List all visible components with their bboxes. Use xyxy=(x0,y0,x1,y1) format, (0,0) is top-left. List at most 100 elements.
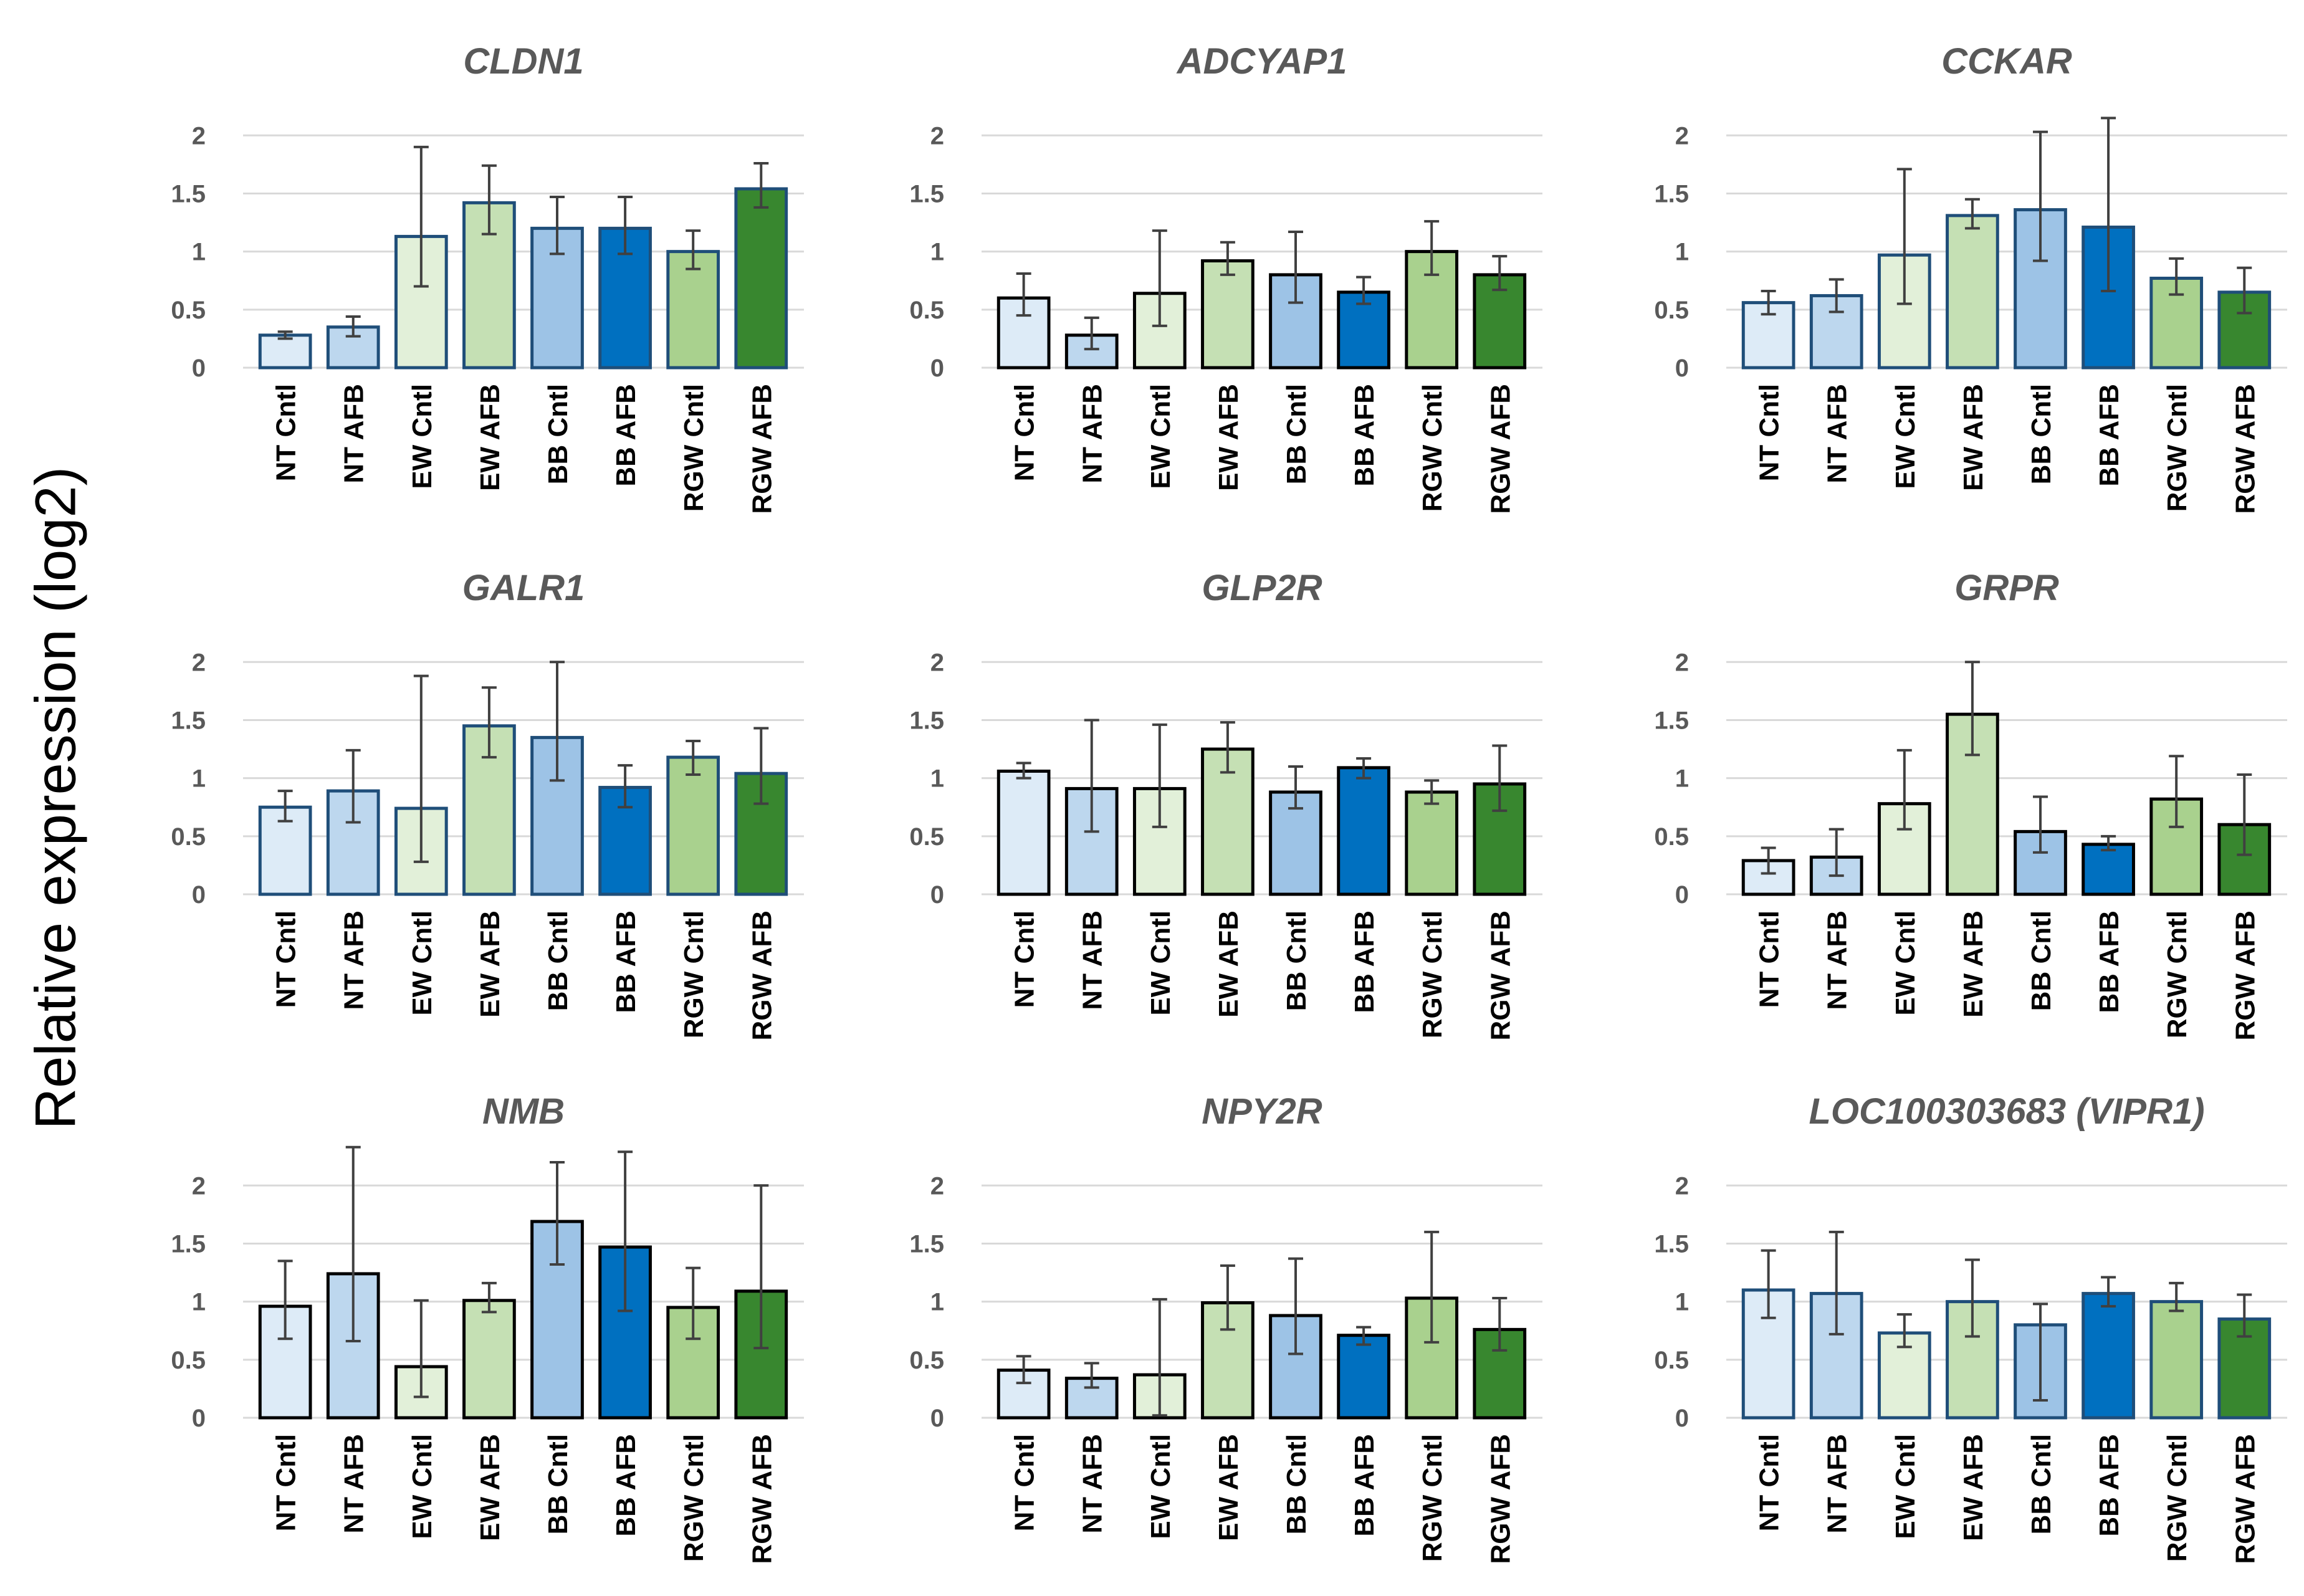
y-tick-label: 2 xyxy=(192,122,206,150)
x-tick-label: NT Cntl xyxy=(1754,910,1785,1008)
x-tick-label: BB Cntl xyxy=(2026,384,2057,484)
x-tick-label: NT Cntl xyxy=(1010,1434,1040,1531)
x-tick-label: RGW Cntl xyxy=(2162,384,2192,512)
x-tick-label: NT AFB xyxy=(1822,1434,1853,1534)
x-tick-label: EW AFB xyxy=(475,384,505,491)
x-tick-label: RGW AFB xyxy=(1485,1434,1516,1564)
y-tick-label: 2 xyxy=(930,649,944,676)
y-tick-label: 0.5 xyxy=(171,1347,206,1374)
y-tick-label: 1.5 xyxy=(909,1230,944,1258)
x-tick-label: RGW AFB xyxy=(2230,384,2260,514)
x-tick-label: EW Cntl xyxy=(1890,384,1921,489)
bar-rgw-cntl xyxy=(1405,790,1459,896)
x-tick-label: BB Cntl xyxy=(1281,910,1312,1011)
y-tick-label: 0 xyxy=(930,1405,944,1432)
y-tick-label: 0 xyxy=(192,355,206,382)
chart-title: CCKAR xyxy=(1941,41,2072,82)
x-tick-label: EW AFB xyxy=(475,1434,505,1541)
chart-cldn1: CLDN1 0 0.5 1 1.5 2 NT Cntl NT AFB EW Cntl EW AFB… xyxy=(171,41,804,514)
x-tick-label: EW Cntl xyxy=(407,910,437,1016)
y-tick-label: 1.5 xyxy=(1654,180,1689,208)
chart-title: GALR1 xyxy=(462,568,585,608)
chart-npy2r: NPY2R 0 0.5 1 1.5 2 NT Cntl NT AFB EW Cntl EW AFB… xyxy=(909,1091,1542,1564)
x-tick-label: BB Cntl xyxy=(543,910,573,1011)
x-tick-label: RGW AFB xyxy=(1485,910,1516,1041)
chart-grpr: GRPR 0 0.5 1 1.5 2 NT Cntl NT AFB EW Cntl EW AFB B… xyxy=(1654,568,2287,1041)
chart-galr1: GALR1 0 0.5 1 1.5 2 NT Cntl NT AFB EW Cntl EW AFB… xyxy=(171,568,804,1041)
y-tick-label: 1 xyxy=(930,1289,944,1316)
x-tick-label: NT Cntl xyxy=(1010,910,1040,1008)
x-tick-label: EW AFB xyxy=(1958,1434,1989,1541)
bar-rgw-cntl xyxy=(666,250,720,370)
y-tick-label: 1 xyxy=(192,1289,206,1316)
x-tick-label: NT AFB xyxy=(339,384,370,484)
bar-rgw-cntl xyxy=(666,755,720,896)
y-tick-label: 1 xyxy=(192,765,206,793)
x-tick-label: BB AFB xyxy=(2094,910,2125,1013)
chart-title: NMB xyxy=(482,1091,565,1132)
x-tick-label: BB AFB xyxy=(2094,384,2125,487)
y-tick-label: 1.5 xyxy=(1654,1230,1689,1258)
y-tick-label: 1 xyxy=(930,765,944,793)
x-tick-label: EW Cntl xyxy=(1145,384,1176,489)
y-tick-label: 0 xyxy=(1675,1405,1689,1432)
y-tick-label: 0.5 xyxy=(171,823,206,851)
x-tick-label: BB Cntl xyxy=(2026,1434,2057,1534)
x-tick-label: RGW Cntl xyxy=(679,1434,709,1562)
x-tick-label: EW Cntl xyxy=(1145,910,1176,1016)
x-tick-label: NT AFB xyxy=(339,910,370,1010)
chart-title: ADCYAP1 xyxy=(1176,41,1347,82)
chart-title: GLP2R xyxy=(1202,568,1322,608)
x-tick-label: EW AFB xyxy=(1958,384,1989,491)
bar-bb-cntl xyxy=(2014,208,2067,370)
y-tick-label: 1 xyxy=(1675,1289,1689,1316)
bar-bb-afb xyxy=(598,1245,652,1420)
bar-ew-afb xyxy=(1946,214,1999,370)
x-tick-label: BB Cntl xyxy=(543,1434,573,1534)
x-tick-label: EW AFB xyxy=(1213,910,1244,1018)
y-tick-label: 0 xyxy=(930,881,944,909)
y-tick-label: 0 xyxy=(1675,355,1689,382)
y-tick-label: 0.5 xyxy=(909,823,944,851)
x-tick-label: RGW AFB xyxy=(747,1434,777,1564)
x-tick-label: BB AFB xyxy=(2094,1434,2125,1537)
x-tick-label: EW Cntl xyxy=(1890,1434,1921,1539)
x-tick-label: RGW Cntl xyxy=(679,384,709,512)
x-tick-label: EW Cntl xyxy=(1890,910,1921,1016)
x-tick-label: NT AFB xyxy=(1822,910,1853,1010)
y-tick-label: 2 xyxy=(192,1172,206,1200)
y-tick-label: 0.5 xyxy=(171,297,206,324)
y-tick-label: 1 xyxy=(930,239,944,266)
y-tick-label: 0.5 xyxy=(1654,297,1689,324)
y-tick-label: 2 xyxy=(930,1172,944,1200)
chart-nmb: NMB 0 0.5 1 1.5 2 NT Cntl NT AFB EW Cntl EW AFB BB… xyxy=(171,1091,804,1564)
bar-ew-cntl xyxy=(1132,292,1187,370)
bar-ew-afb xyxy=(1201,259,1255,370)
x-tick-label: RGW Cntl xyxy=(2162,1434,2192,1562)
x-tick-label: RGW AFB xyxy=(2230,910,2260,1041)
bar-ew-afb xyxy=(462,1299,516,1420)
x-tick-label: NT Cntl xyxy=(1010,384,1040,481)
chart-title: NPY2R xyxy=(1202,1091,1322,1132)
bar-rgw-cntl xyxy=(2149,1300,2204,1420)
x-tick-label: BB AFB xyxy=(1349,910,1380,1013)
chart-title: GRPR xyxy=(1954,568,2059,608)
bar-nt-cntl xyxy=(258,333,312,370)
chart-title: CLDN1 xyxy=(463,41,583,82)
x-tick-label: EW Cntl xyxy=(407,384,437,489)
y-tick-label: 1 xyxy=(1675,765,1689,793)
x-tick-label: RGW AFB xyxy=(2230,1434,2260,1564)
x-tick-label: EW AFB xyxy=(475,910,505,1018)
bar-bb-afb xyxy=(2082,843,2135,896)
x-tick-label: NT Cntl xyxy=(271,1434,302,1531)
bar-nt-afb xyxy=(326,1272,380,1420)
bar-ew-afb xyxy=(462,201,516,370)
y-tick-label: 0 xyxy=(192,1405,206,1432)
chart-title: LOC100303683 (VIPR1) xyxy=(1809,1091,2204,1132)
x-tick-label: BB AFB xyxy=(1349,384,1380,487)
y-tick-label: 1.5 xyxy=(171,180,206,208)
x-tick-label: BB AFB xyxy=(611,910,641,1013)
y-tick-label: 2 xyxy=(1675,122,1689,150)
x-tick-label: NT AFB xyxy=(339,1434,370,1534)
